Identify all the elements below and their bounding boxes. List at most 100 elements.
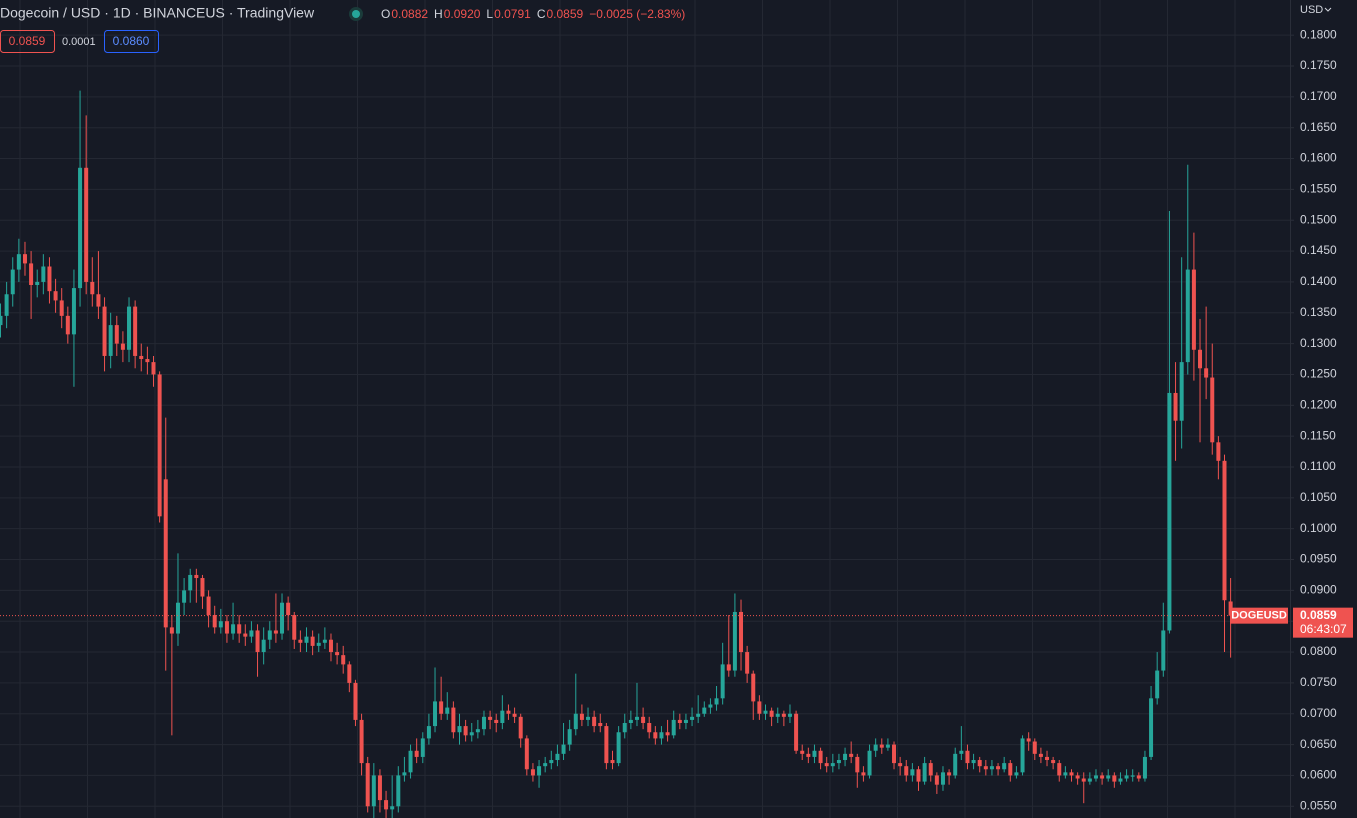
candle-body	[457, 726, 462, 733]
candle-body	[947, 772, 952, 776]
candle-body	[231, 624, 236, 634]
candle-body	[934, 775, 939, 785]
candle-body	[702, 707, 707, 714]
candle-body	[175, 602, 180, 634]
y-tick-label: 0.0950	[1300, 552, 1337, 566]
ask-box[interactable]	[104, 30, 159, 53]
candle-body	[855, 756, 860, 773]
price-tag	[1293, 607, 1353, 638]
candle-body	[996, 766, 1001, 770]
candle-body	[573, 713, 578, 730]
candle-body	[1118, 778, 1123, 782]
candle-body	[818, 750, 823, 764]
candle-body	[989, 766, 994, 770]
candle-body	[1161, 630, 1166, 671]
bid-box[interactable]	[0, 30, 55, 53]
candle-body	[206, 596, 211, 616]
candle-body	[133, 306, 138, 356]
y-tick-label: 0.1550	[1300, 182, 1337, 196]
candle-body	[806, 753, 811, 757]
candle-body	[1198, 349, 1203, 369]
candle-body	[420, 738, 425, 757]
candle-body	[579, 713, 584, 720]
candle-body	[414, 750, 419, 757]
candle-body	[885, 744, 890, 748]
symbol-label: DOGEUSD	[1231, 610, 1287, 622]
candle-body	[1130, 775, 1135, 777]
candle-body	[16, 254, 21, 270]
candle-body	[1210, 377, 1215, 443]
candle-body	[561, 744, 566, 754]
candle-body	[286, 602, 291, 616]
candle-body	[182, 590, 187, 603]
candle-body	[953, 753, 958, 776]
candle-body	[347, 664, 352, 683]
legend-value: 0.0859	[546, 7, 583, 21]
candle-body	[530, 769, 535, 776]
candle-body	[0, 315, 3, 326]
candle-body	[647, 722, 652, 733]
candle-body	[59, 300, 64, 316]
candle-body	[304, 636, 309, 643]
candle-body	[922, 763, 927, 782]
candle-body	[408, 750, 413, 773]
candle-body	[1087, 778, 1092, 782]
candle-body	[965, 750, 970, 764]
y-tick-label: 0.1750	[1300, 58, 1337, 72]
y-tick-label: 0.1300	[1300, 336, 1337, 350]
legend-change: −0.0025 (−2.83%)	[589, 7, 685, 21]
candle-body	[524, 738, 529, 770]
legend-value: 0.0791	[494, 7, 531, 21]
candle-body	[910, 769, 915, 776]
bid-price[interactable]: 0.0859	[9, 34, 46, 48]
y-tick-label: 0.0650	[1300, 737, 1337, 751]
candle-body	[610, 760, 615, 764]
candle-body	[983, 766, 988, 770]
candle-body	[145, 359, 150, 363]
candle-body	[1100, 775, 1105, 779]
candle-body	[775, 713, 780, 717]
candle-body	[65, 315, 70, 335]
candle-body	[1112, 775, 1117, 782]
candle-body	[1173, 392, 1178, 421]
candle-body	[1008, 763, 1013, 776]
candle-body	[341, 655, 346, 665]
candle-body	[35, 281, 40, 286]
candle-body	[127, 306, 132, 350]
candle-body	[732, 611, 737, 671]
candle-body	[739, 611, 744, 653]
last-price-label: 0.0859	[1300, 608, 1337, 622]
y-tick-label: 0.1700	[1300, 89, 1337, 103]
candle-body	[53, 291, 58, 301]
candle-body	[1063, 772, 1068, 776]
candle-body	[481, 716, 486, 730]
candle-body	[169, 627, 174, 634]
candle-body	[280, 602, 285, 634]
candle-body	[659, 732, 664, 739]
currency-selector[interactable]: USD	[1300, 4, 1323, 16]
candle-body	[1032, 741, 1037, 754]
candle-body	[1179, 362, 1184, 421]
legend-key: C	[537, 7, 546, 21]
y-tick-label: 0.0800	[1300, 644, 1337, 658]
legend-value: 0.0920	[444, 7, 481, 21]
candle-body	[41, 266, 46, 282]
candle-body	[616, 732, 621, 764]
candle-body	[224, 621, 229, 634]
candle-body	[4, 294, 9, 316]
candle-body	[604, 726, 609, 764]
currency-caret[interactable]	[1324, 7, 1332, 12]
candle-body	[1081, 778, 1086, 782]
candle-body	[322, 639, 327, 643]
candle-body	[812, 750, 817, 757]
candle-body	[157, 374, 162, 517]
candle-body	[139, 355, 144, 360]
candle-body	[353, 682, 358, 720]
candle-body	[188, 574, 193, 591]
candle-body	[212, 615, 217, 628]
candle-body	[365, 763, 370, 807]
ask-price[interactable]: 0.0860	[113, 34, 150, 48]
legend-value: 0.0882	[391, 7, 428, 21]
candle-body	[243, 633, 248, 637]
